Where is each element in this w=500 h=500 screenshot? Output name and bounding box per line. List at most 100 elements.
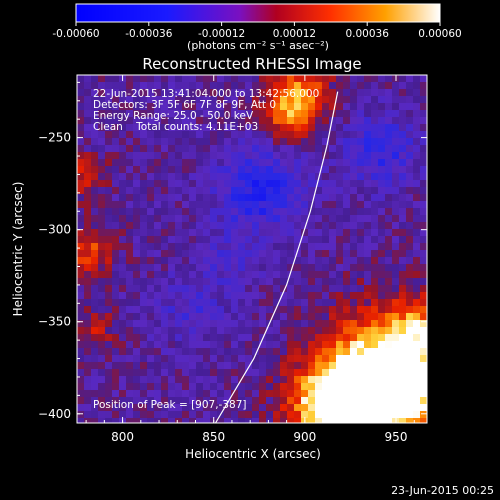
heatmap-pixel xyxy=(420,201,427,208)
heatmap-pixel xyxy=(266,173,273,180)
heatmap-pixel xyxy=(259,103,266,110)
heatmap-pixel xyxy=(266,383,273,390)
colorbar-ticks: -0.00060 -0.00036 -0.00012 0.00012 0.00036 0.… xyxy=(52,22,462,40)
heatmap-pixel xyxy=(77,271,84,278)
heatmap-pixel xyxy=(224,103,231,110)
heatmap-pixel xyxy=(343,138,350,145)
heatmap-pixel xyxy=(420,173,427,180)
heatmap-pixel xyxy=(238,75,245,82)
heatmap-pixel xyxy=(329,138,336,145)
heatmap-pixel xyxy=(378,390,385,397)
annotation-time-range: 22-Jun-2015 13:41:04.000 to 13:42:56.000 xyxy=(93,88,319,100)
heatmap-pixel xyxy=(133,201,140,208)
heatmap-pixel xyxy=(189,222,196,229)
heatmap-pixel xyxy=(329,201,336,208)
heatmap-pixel xyxy=(217,362,224,369)
heatmap-pixel xyxy=(301,397,308,404)
heatmap-pixel xyxy=(217,152,224,159)
heatmap-pixel xyxy=(140,306,147,313)
heatmap-pixel xyxy=(357,138,364,145)
heatmap-pixel xyxy=(105,313,112,320)
x-tick-label: 950 xyxy=(385,430,408,444)
heatmap-pixel xyxy=(252,152,259,159)
heatmap-pixel xyxy=(84,257,91,264)
heatmap-pixel xyxy=(420,236,427,243)
heatmap-pixel xyxy=(175,138,182,145)
heatmap-pixel xyxy=(126,390,133,397)
heatmap-pixel xyxy=(168,138,175,145)
heatmap-pixel xyxy=(196,229,203,236)
heatmap-pixel xyxy=(84,124,91,131)
heatmap-pixel xyxy=(133,257,140,264)
heatmap-pixel xyxy=(189,362,196,369)
heatmap-pixel xyxy=(294,271,301,278)
heatmap-pixel xyxy=(329,355,336,362)
heatmap-pixel xyxy=(273,362,280,369)
heatmap-pixel xyxy=(91,215,98,222)
heatmap-pixel xyxy=(231,187,238,194)
heatmap-pixel xyxy=(315,222,322,229)
heatmap-pixel xyxy=(112,404,119,411)
heatmap-pixel xyxy=(196,187,203,194)
heatmap-pixel xyxy=(196,243,203,250)
heatmap-pixel xyxy=(413,418,420,423)
heatmap-pixel xyxy=(329,299,336,306)
heatmap-pixel xyxy=(301,313,308,320)
heatmap-pixel xyxy=(231,404,238,411)
heatmap-pixel xyxy=(259,194,266,201)
heatmap-pixel xyxy=(98,376,105,383)
heatmap-pixel xyxy=(252,320,259,327)
heatmap-pixel xyxy=(350,313,357,320)
heatmap-pixel xyxy=(140,229,147,236)
heatmap-pixel xyxy=(399,124,406,131)
heatmap-pixel xyxy=(245,82,252,89)
heatmap-pixel xyxy=(217,208,224,215)
plot-frame xyxy=(76,74,428,424)
heatmap-pixel xyxy=(287,201,294,208)
heatmap-pixel xyxy=(392,313,399,320)
heatmap-pixel xyxy=(399,327,406,334)
heatmap-pixel xyxy=(343,341,350,348)
heatmap-pixel xyxy=(322,89,329,96)
heatmap-pixel xyxy=(231,138,238,145)
heatmap-pixel xyxy=(147,222,154,229)
heatmap-pixel xyxy=(133,404,140,411)
heatmap-pixel xyxy=(322,334,329,341)
heatmap-pixel xyxy=(238,236,245,243)
heatmap-pixel xyxy=(343,376,350,383)
heatmap-pixel xyxy=(336,334,343,341)
heatmap-pixel xyxy=(399,159,406,166)
heatmap-pixel xyxy=(133,397,140,404)
heatmap-pixel xyxy=(336,383,343,390)
colorbar-tick-label: 0.00060 xyxy=(418,28,461,40)
heatmap-pixel xyxy=(140,117,147,124)
heatmap-pixel xyxy=(231,208,238,215)
heatmap-pixel xyxy=(385,96,392,103)
heatmap-pixel xyxy=(385,166,392,173)
heatmap-pixel xyxy=(287,348,294,355)
heatmap-pixel xyxy=(280,418,287,423)
heatmap-pixel xyxy=(189,292,196,299)
heatmap-pixel xyxy=(175,313,182,320)
heatmap-pixel xyxy=(343,131,350,138)
heatmap-pixel xyxy=(371,404,378,411)
heatmap-pixel xyxy=(196,285,203,292)
heatmap-pixel xyxy=(224,208,231,215)
heatmap-pixel xyxy=(308,355,315,362)
heatmap-pixel xyxy=(259,390,266,397)
heatmap-pixel xyxy=(280,75,287,82)
heatmap-pixel xyxy=(245,110,252,117)
heatmap-pixel xyxy=(308,229,315,236)
heatmap-pixel xyxy=(126,278,133,285)
heatmap-pixel xyxy=(315,215,322,222)
heatmap-pixel xyxy=(322,208,329,215)
heatmap-pixel xyxy=(119,285,126,292)
heatmap-pixel xyxy=(224,222,231,229)
heatmap-pixel xyxy=(203,250,210,257)
heatmap-pixel xyxy=(399,334,406,341)
heatmap-pixel xyxy=(77,145,84,152)
heatmap-pixel xyxy=(357,355,364,362)
heatmap-pixel xyxy=(245,355,252,362)
heatmap-pixel xyxy=(98,222,105,229)
heatmap-pixel xyxy=(203,208,210,215)
